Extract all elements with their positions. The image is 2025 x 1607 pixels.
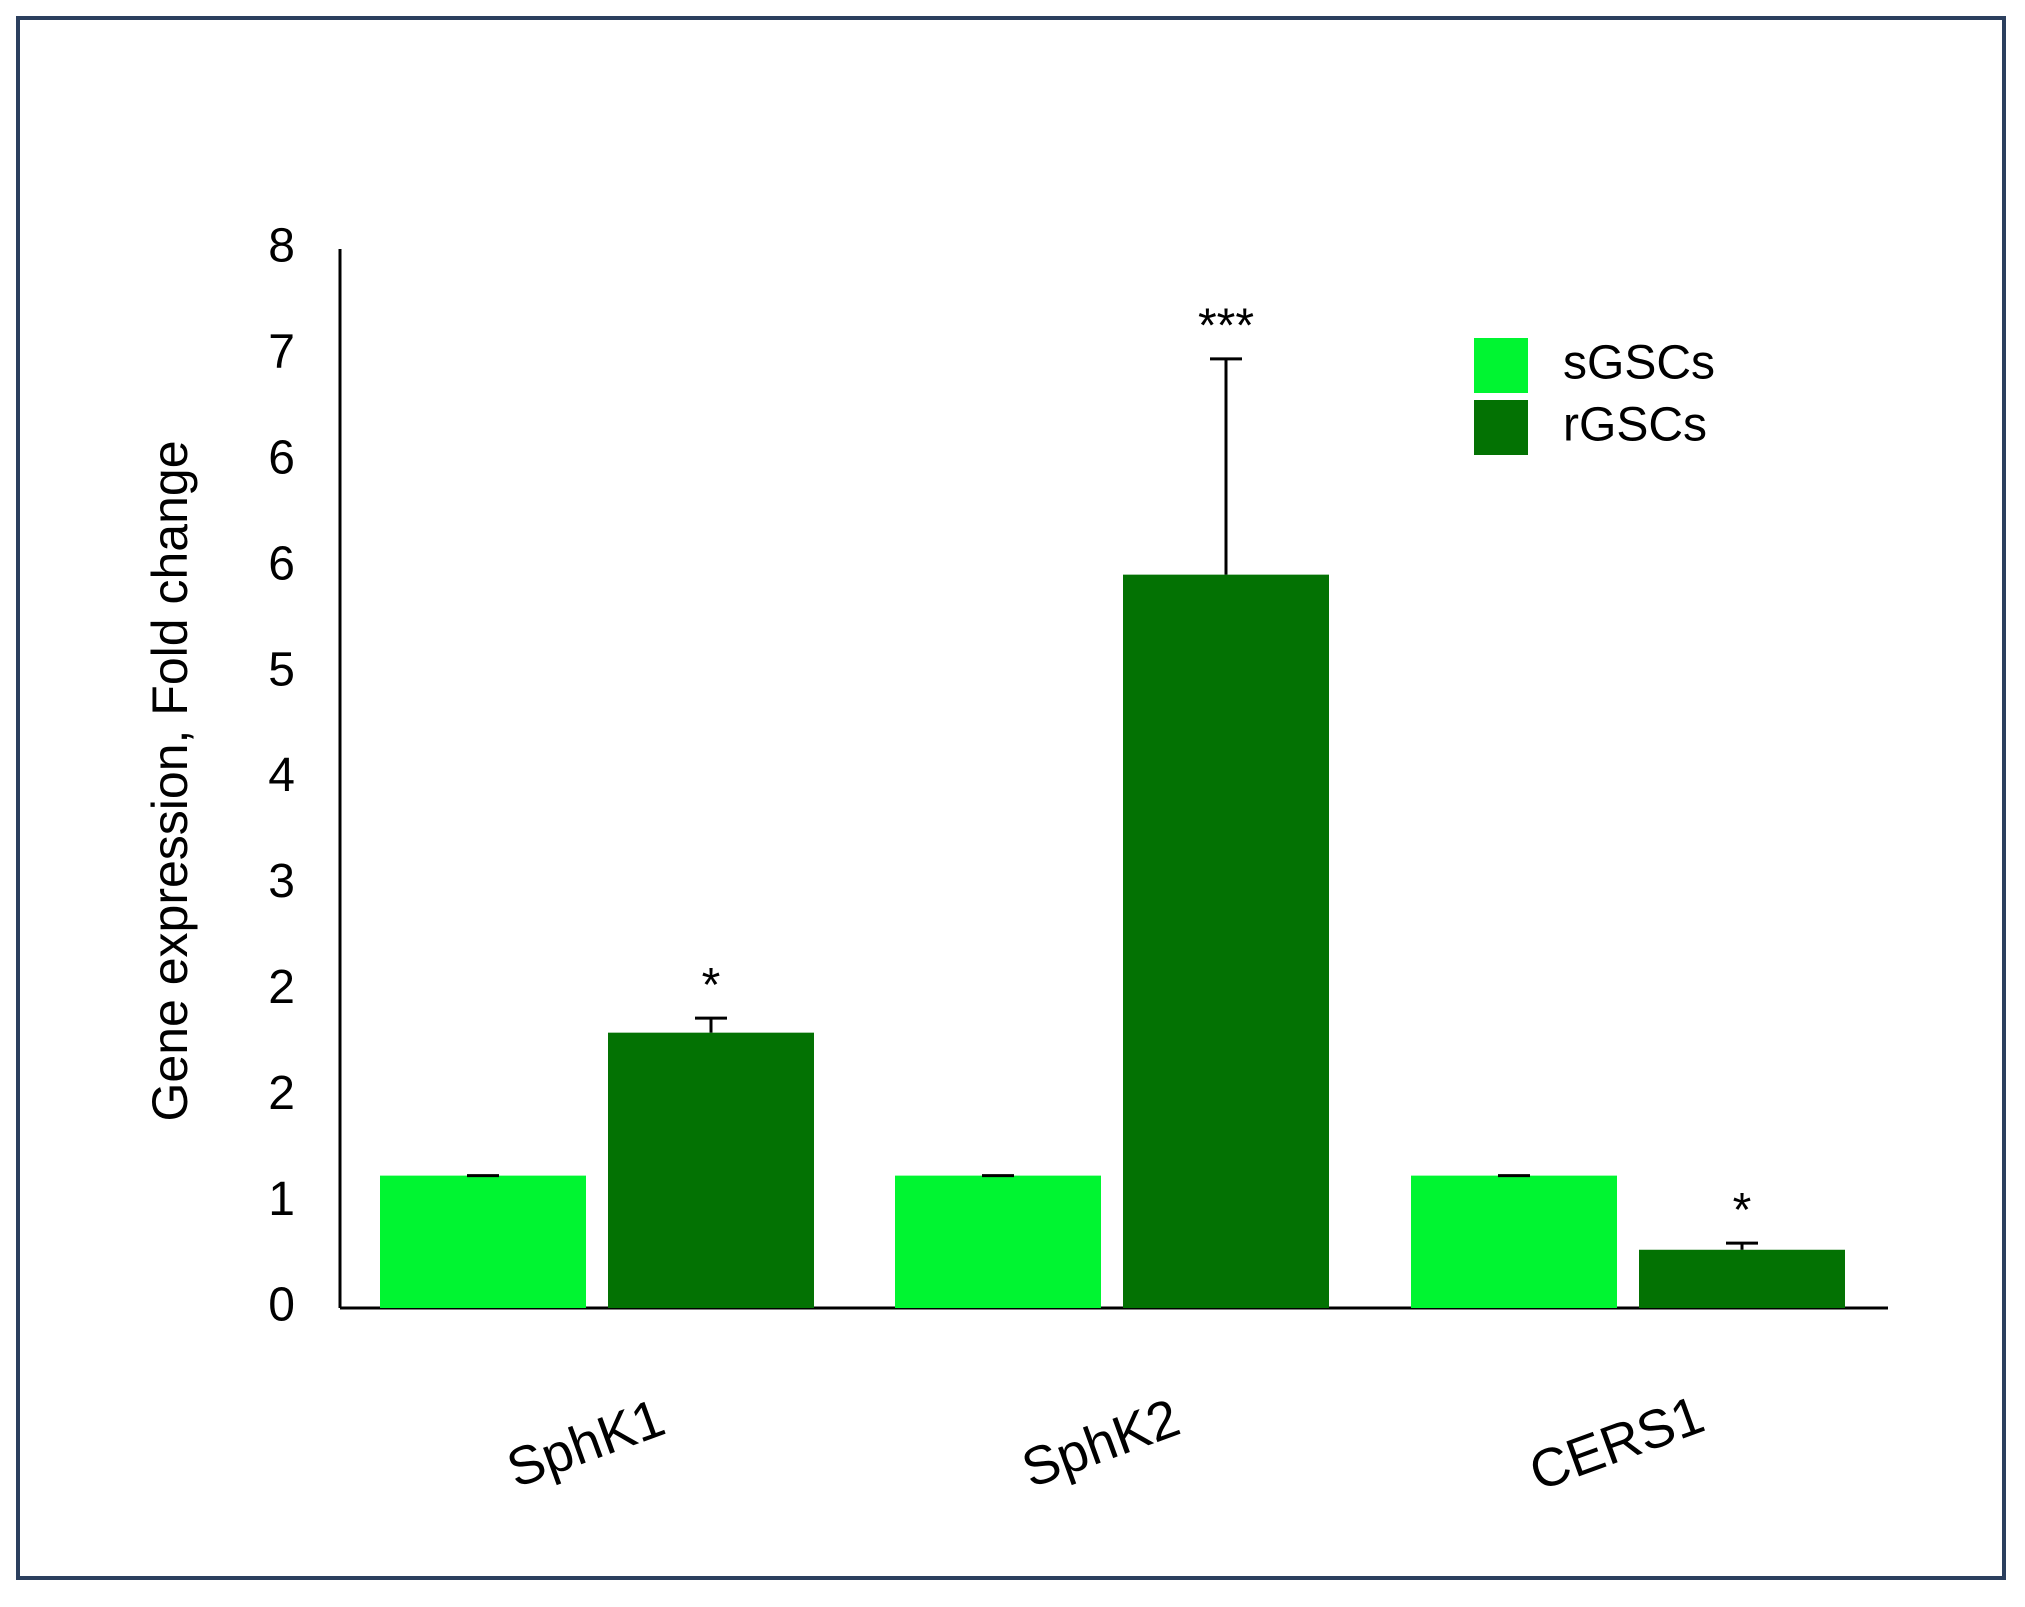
bar: [380, 1175, 586, 1308]
legend-label: sGSCs: [1563, 337, 1715, 390]
legend-label: rGSCs: [1563, 399, 1707, 452]
error-bar: [1726, 1241, 1758, 1250]
y-tick-label: 6: [268, 431, 295, 484]
error-bar: [1210, 357, 1242, 575]
bar: [1411, 1175, 1617, 1308]
y-tick-label: 1: [268, 1173, 295, 1226]
significance-label: *: [702, 959, 721, 1012]
y-tick-label: 5: [268, 643, 295, 696]
y-tick-label: 0: [268, 1279, 295, 1332]
frame: [16, 16, 2006, 1580]
y-tick-label: 7: [268, 326, 295, 379]
y-tick-label: 2: [268, 961, 295, 1014]
y-tick-label: 4: [268, 749, 295, 802]
y-axis-label: Gene expression, Fold change: [142, 441, 198, 1122]
legend-swatch: [1474, 338, 1528, 393]
bar: [608, 1032, 814, 1308]
significance-label: ***: [1198, 300, 1254, 353]
bar: [895, 1175, 1101, 1308]
y-tick-label: 3: [268, 855, 295, 908]
y-tick-label: 2: [268, 1067, 295, 1120]
y-tick-label: 6: [268, 537, 295, 590]
legend-swatch: [1474, 400, 1528, 455]
y-tick-label: 8: [268, 220, 295, 273]
bar: [1123, 574, 1329, 1308]
significance-label: *: [1733, 1184, 1752, 1237]
error-bar: [695, 1016, 727, 1033]
bar: [1639, 1249, 1845, 1308]
